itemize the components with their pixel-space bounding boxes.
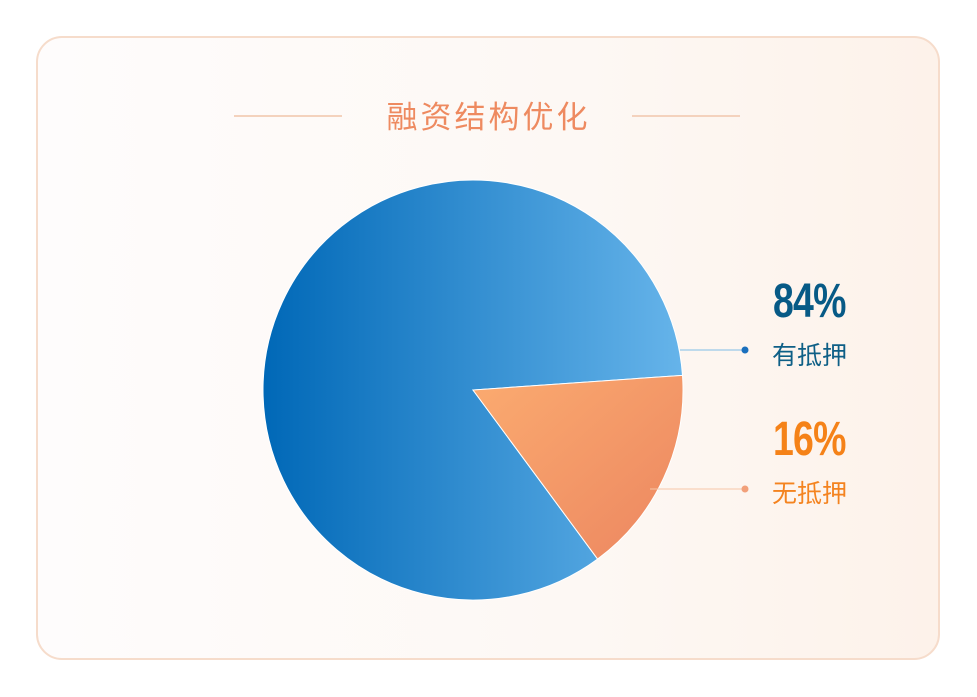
title-divider-right: [632, 115, 740, 117]
slice-1-percent: 16%: [773, 413, 846, 466]
leader-dot-0: [741, 346, 749, 354]
leader-dot-1: [741, 485, 749, 493]
chart-title: 融资结构优化: [386, 100, 591, 136]
slice-1-label: 无抵押: [772, 479, 848, 508]
title-divider-left: [234, 115, 342, 117]
slice-0-percent: 84%: [773, 275, 846, 328]
slice-0-label: 有抵押: [772, 341, 848, 370]
pie-slice-1: [472, 374, 684, 560]
